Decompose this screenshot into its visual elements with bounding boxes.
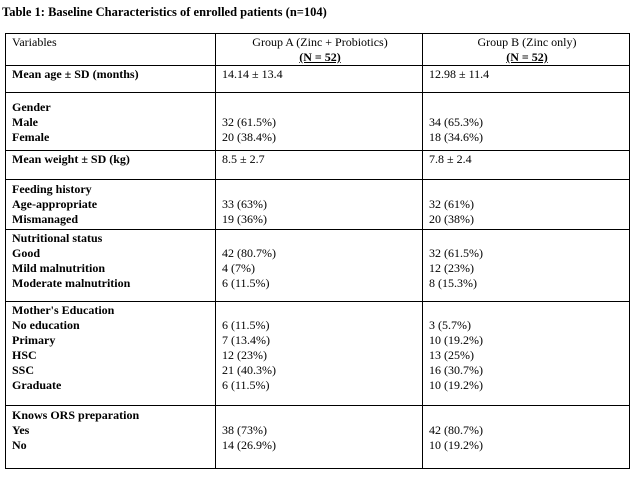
nutrition-label-cell: Nutritional status Good Mild malnutritio… xyxy=(5,229,216,302)
hsc-a: 12 (23%) xyxy=(222,348,267,362)
none-label: No education xyxy=(12,318,80,332)
weight-b-cell: 7.8 ± 2.4 xyxy=(422,150,630,180)
none-a: 6 (11.5%) xyxy=(222,318,270,332)
group-b-label: Group B (Zinc only) xyxy=(477,35,577,49)
primary-a: 7 (13.4%) xyxy=(222,333,270,347)
gender-row: Gender Male Female 32 (61.5%) 20 (38.4%)… xyxy=(5,92,630,151)
primary-b: 10 (19.2%) xyxy=(429,333,483,347)
graduate-a: 6 (11.5%) xyxy=(222,378,270,392)
female-b: 18 (34.6%) xyxy=(429,130,483,144)
age-b-cell: 12.98 ± 11.4 xyxy=(422,65,630,93)
header-row: Variables Group A (Zinc + Probiotics) (N… xyxy=(5,33,630,66)
good-a: 42 (80.7%) xyxy=(222,246,276,260)
moderate-b: 8 (15.3%) xyxy=(429,276,477,290)
header-variables: Variables xyxy=(5,33,216,66)
ors-label-cell: Knows ORS preparation Yes No xyxy=(5,405,216,469)
age-row: Mean age ± SD (months) 14.14 ± 13.4 12.9… xyxy=(5,65,630,93)
feeding-row: Feeding history Age-appropriate Mismanag… xyxy=(5,179,630,230)
feeding-heading: Feeding history xyxy=(12,182,92,196)
male-label: Male xyxy=(12,115,38,129)
male-a: 32 (61.5%) xyxy=(222,115,276,129)
mild-label: Mild malnutrition xyxy=(12,261,106,275)
gender-a-cell: 32 (61.5%) 20 (38.4%) xyxy=(215,92,423,151)
weight-row: Mean weight ± SD (kg) 8.5 ± 2.7 7.8 ± 2.… xyxy=(5,150,630,180)
ors-heading: Knows ORS preparation xyxy=(12,408,140,422)
yes-b: 42 (80.7%) xyxy=(429,423,483,437)
age-a: 14.14 ± 13.4 xyxy=(222,67,283,81)
education-a-cell: 6 (11.5%) 7 (13.4%) 12 (23%) 21 (40.3%) … xyxy=(215,301,423,406)
yes-label: Yes xyxy=(12,423,30,437)
yes-a: 38 (73%) xyxy=(222,423,267,437)
none-b: 3 (5.7%) xyxy=(429,318,471,332)
ors-row: Knows ORS preparation Yes No 38 (73%) 14… xyxy=(5,405,630,469)
male-b: 34 (65.3%) xyxy=(429,115,483,129)
nutrition-a-cell: 42 (80.7%) 4 (7%) 6 (11.5%) xyxy=(215,229,423,302)
hsc-b: 13 (25%) xyxy=(429,348,474,362)
hsc-label: HSC xyxy=(12,348,37,362)
feeding-a-cell: 33 (63%) 19 (36%) xyxy=(215,179,423,230)
education-heading: Mother's Education xyxy=(12,303,115,317)
mild-b: 12 (23%) xyxy=(429,261,474,275)
gender-heading: Gender xyxy=(12,100,51,114)
weight-b: 7.8 ± 2.4 xyxy=(429,152,472,166)
nutrition-b-cell: 32 (61.5%) 12 (23%) 8 (15.3%) xyxy=(422,229,630,302)
ors-a-cell: 38 (73%) 14 (26.9%) xyxy=(215,405,423,469)
group-a-label: Group A (Zinc + Probiotics) xyxy=(252,35,388,49)
graduate-b: 10 (19.2%) xyxy=(429,378,483,392)
ssc-b: 16 (30.7%) xyxy=(429,363,483,377)
appropriate-a: 33 (63%) xyxy=(222,197,267,211)
group-a-n: (N = 52) xyxy=(299,50,341,64)
weight-a-cell: 8.5 ± 2.7 xyxy=(215,150,423,180)
nutrition-row: Nutritional status Good Mild malnutritio… xyxy=(5,229,630,302)
nutrition-heading: Nutritional status xyxy=(12,231,103,245)
age-label-cell: Mean age ± SD (months) xyxy=(5,65,216,93)
good-b: 32 (61.5%) xyxy=(429,246,483,260)
age-b: 12.98 ± 11.4 xyxy=(429,67,490,81)
no-a: 14 (26.9%) xyxy=(222,438,276,452)
ssc-a: 21 (40.3%) xyxy=(222,363,276,377)
feeding-label-cell: Feeding history Age-appropriate Mismanag… xyxy=(5,179,216,230)
moderate-label: Moderate malnutrition xyxy=(12,276,131,290)
ors-b-cell: 42 (80.7%) 10 (19.2%) xyxy=(422,405,630,469)
weight-label-cell: Mean weight ± SD (kg) xyxy=(5,150,216,180)
mismanaged-a: 19 (36%) xyxy=(222,212,267,226)
header-group-a: Group A (Zinc + Probiotics) (N = 52) xyxy=(215,33,423,66)
mismanaged-label: Mismanaged xyxy=(12,212,78,226)
good-label: Good xyxy=(12,246,41,260)
appropriate-b: 32 (61%) xyxy=(429,197,474,211)
mismanaged-b: 20 (38%) xyxy=(429,212,474,226)
age-a-cell: 14.14 ± 13.4 xyxy=(215,65,423,93)
feeding-b-cell: 32 (61%) 20 (38%) xyxy=(422,179,630,230)
no-label: No xyxy=(12,438,27,452)
table-title: Table 1: Baseline Characteristics of enr… xyxy=(2,5,327,19)
gender-b-cell: 34 (65.3%) 18 (34.6%) xyxy=(422,92,630,151)
ssc-label: SSC xyxy=(12,363,35,377)
group-b-n: (N = 52) xyxy=(506,50,548,64)
header-group-b: Group B (Zinc only) (N = 52) xyxy=(422,33,630,66)
graduate-label: Graduate xyxy=(12,378,62,392)
weight-label: Mean weight ± SD (kg) xyxy=(12,152,130,166)
moderate-a: 6 (11.5%) xyxy=(222,276,270,290)
baseline-table: Variables Group A (Zinc + Probiotics) (N… xyxy=(5,33,630,469)
gender-label-cell: Gender Male Female xyxy=(5,92,216,151)
female-label: Female xyxy=(12,130,50,144)
appropriate-label: Age-appropriate xyxy=(12,197,98,211)
mild-a: 4 (7%) xyxy=(222,261,255,275)
education-label-cell: Mother's Education No education Primary … xyxy=(5,301,216,406)
education-row: Mother's Education No education Primary … xyxy=(5,301,630,406)
weight-a: 8.5 ± 2.7 xyxy=(222,152,265,166)
education-b-cell: 3 (5.7%) 10 (19.2%) 13 (25%) 16 (30.7%) … xyxy=(422,301,630,406)
primary-label: Primary xyxy=(12,333,56,347)
female-a: 20 (38.4%) xyxy=(222,130,276,144)
age-label: Mean age ± SD (months) xyxy=(12,67,139,81)
no-b: 10 (19.2%) xyxy=(429,438,483,452)
